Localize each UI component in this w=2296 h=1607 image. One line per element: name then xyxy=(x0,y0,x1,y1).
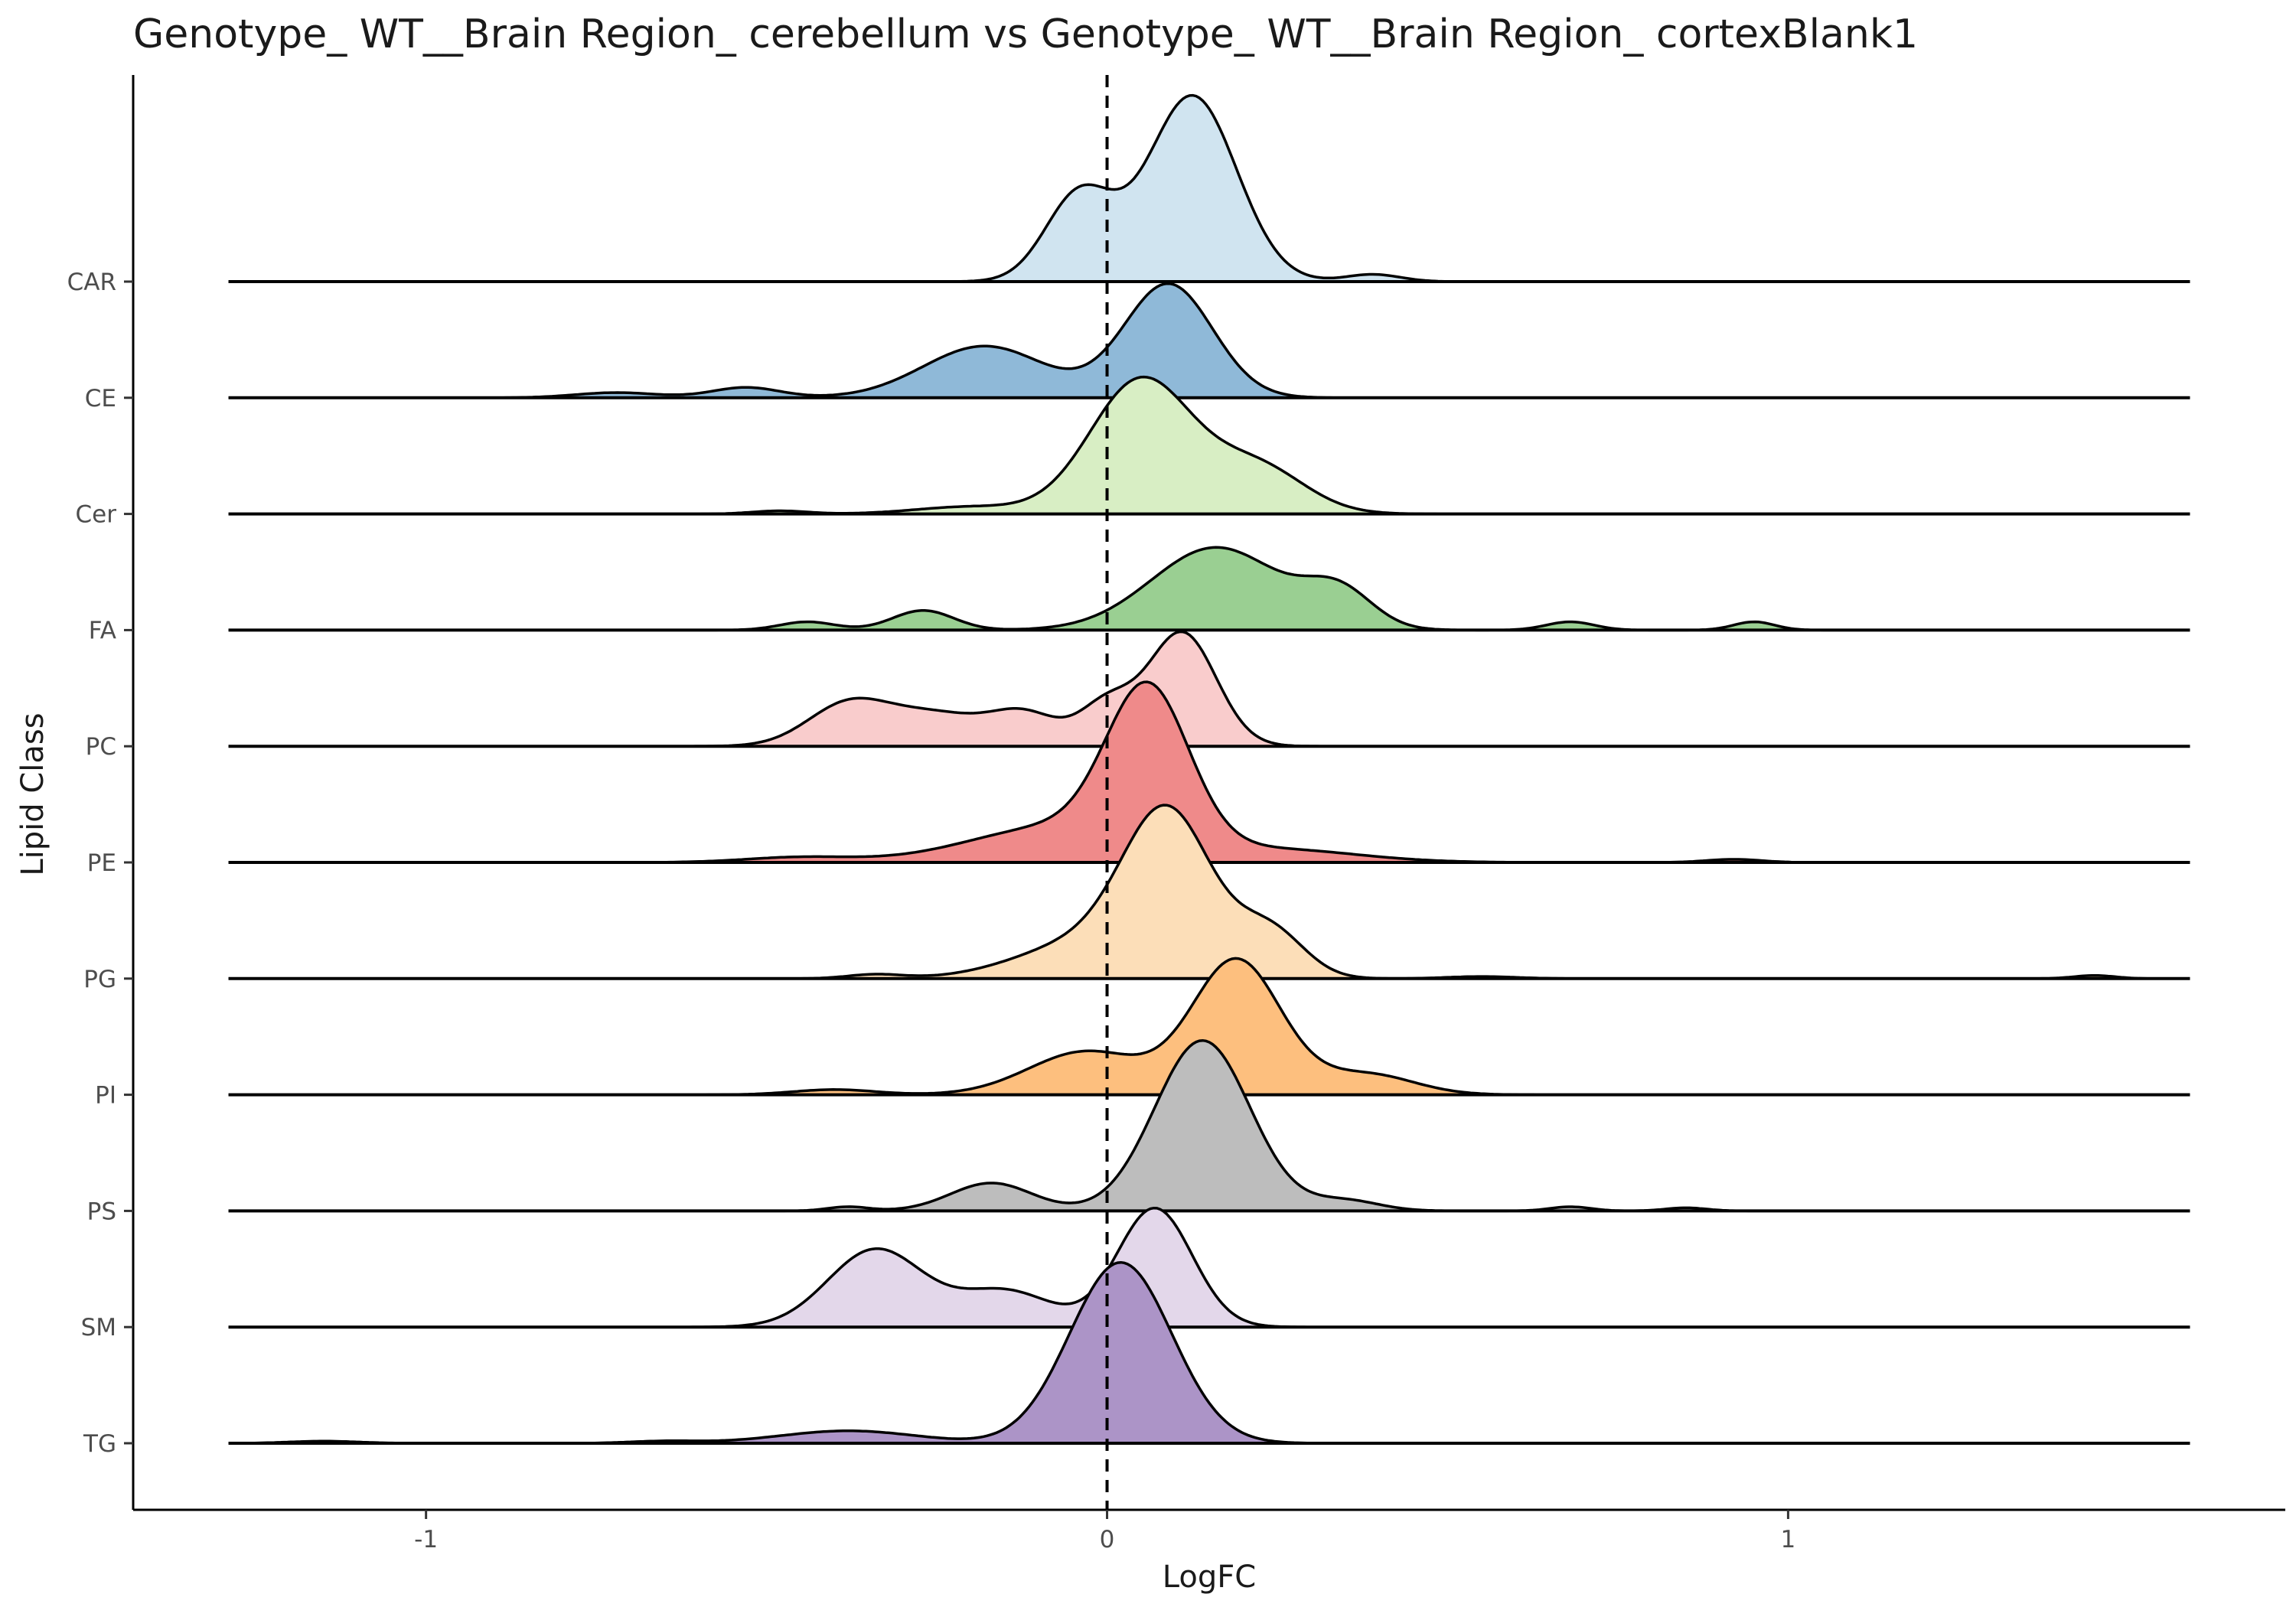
x-axis-title: LogFC xyxy=(1163,1560,1256,1595)
ridge-area-sm xyxy=(228,1208,2190,1328)
y-tick-label: PC xyxy=(86,733,116,761)
y-tick-label: CAR xyxy=(67,269,116,296)
x-tick-label: 1 xyxy=(1781,1526,1796,1553)
ridge-area-ps xyxy=(228,1040,2190,1211)
x-tick-label: 0 xyxy=(1100,1526,1115,1553)
y-tick-label: FA xyxy=(89,617,116,644)
ridges xyxy=(228,93,2190,1445)
y-tick-label: SM xyxy=(81,1314,116,1341)
chart-title: Genotype_ WT__Brain Region_ cerebellum v… xyxy=(133,11,1918,57)
y-tick-label: CE xyxy=(85,385,116,412)
x-axis-ticks: -1 0 1 xyxy=(414,1510,1795,1553)
y-axis-title: Lipid Class xyxy=(15,712,51,875)
ridge-area-pg xyxy=(228,805,2190,979)
y-tick-label: TG xyxy=(83,1430,116,1458)
ridge-area-car xyxy=(228,95,2190,282)
y-tick-label: PG xyxy=(83,966,116,993)
ridge-area-pc xyxy=(228,631,2190,747)
x-tick-label: -1 xyxy=(414,1526,438,1553)
y-tick-label: PE xyxy=(87,849,116,877)
ridge-area-fa xyxy=(228,547,2190,631)
ridge-area-cer xyxy=(228,376,2190,514)
y-tick-label: Cer xyxy=(76,501,117,529)
ridge-area-ce xyxy=(228,283,2190,398)
ridge-area-pi xyxy=(228,958,2190,1095)
y-tick-label: PS xyxy=(87,1198,116,1225)
ridge-area-tg xyxy=(228,1262,2190,1443)
y-tick-label: PI xyxy=(95,1082,116,1110)
ridge-area-pe xyxy=(228,682,2190,862)
y-axis-ticks: CAR CE Cer FA PC PE PG PI PS SM TG xyxy=(67,269,133,1458)
